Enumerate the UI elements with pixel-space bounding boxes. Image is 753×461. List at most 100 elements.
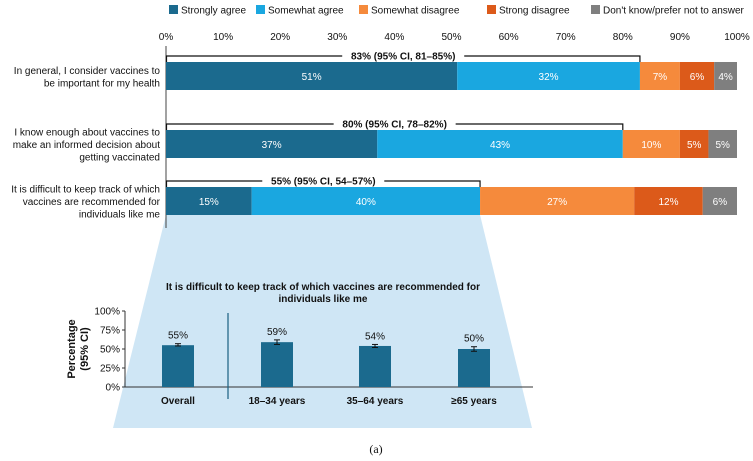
bar-segment [251,187,481,215]
inset-y-tick-label: 100% [94,307,120,318]
legend-label: Don't know/prefer not to answer [603,6,745,17]
inset-bar-value-label: 54% [365,331,385,342]
legend: Strongly agree Somewhat agree Somewhat dis… [169,5,745,17]
inset-bar-value-label: 50% [464,334,484,345]
bar-data-label: 15% [199,197,219,208]
inset-y-tick-label: 0% [106,383,121,394]
ci-bracket: 55% (95% CI, 54–57%) [165,173,481,188]
bracket-label: 80% (95% CI, 78–82%) [342,120,447,131]
legend-label: Somewhat agree [268,6,344,17]
bar-segment [166,130,378,158]
inset-bar [261,342,293,387]
category-label: be important for my health [44,79,160,90]
inset-y-axis-label: Percentage(95% CI) [66,319,91,378]
inset-y-tick-label: 25% [100,364,120,375]
legend-swatch [487,5,496,14]
inset-bar [458,349,490,387]
category-label: It is difficult to keep track of which [11,185,160,196]
legend-swatch [256,5,265,14]
x-tick-label: 30% [327,32,347,43]
inset-title: individuals like me [279,294,368,305]
inset-category-label: Overall [161,396,195,407]
bar-segment [622,130,680,158]
x-tick-label: 100% [724,32,750,43]
category-label: In general, I consider vaccines to [14,66,161,77]
bar-segment [708,130,737,158]
bar-segment [639,62,680,90]
bracket-label-bg [333,116,456,130]
inset-bar-value-label: 55% [168,331,188,342]
ci-bracket: 83% (95% CI, 81–85%) [165,48,641,63]
inset-bar-group: 59% 18–34 years [249,327,306,407]
category-label: getting vaccinated [79,153,160,164]
inset-bar [162,345,194,387]
x-axis: 0% 10% 20% 30% 40% 50% 60% 70% 80% 90% 100% [159,32,750,43]
x-tick-label: 50% [441,32,461,43]
bar-data-label: 32% [539,72,559,83]
legend-swatch [169,5,178,14]
x-tick-label: 70% [556,32,576,43]
inset-category-label: 18–34 years [249,396,306,407]
bracket-label-bg [342,48,465,62]
bar-data-label: 10% [641,140,661,151]
category-label: I know enough about vaccines to [14,128,160,139]
inset-bar-group: 54% 35–64 years [347,331,404,407]
x-tick-label: 60% [499,32,519,43]
bar-data-label: 43% [490,140,510,151]
category-label: vaccines are recommended for [23,197,161,208]
x-tick-label: 40% [384,32,404,43]
bracket-label-bg [262,173,385,187]
inset-y-tick-label: 50% [100,345,120,356]
bar-data-label: 5% [715,140,730,151]
legend-label: Strong disagree [499,6,570,17]
bar-data-label: 6% [713,197,728,208]
legend-swatch [591,5,600,14]
category-label: make an informed decision about [13,140,161,151]
bar-data-label: 37% [262,140,282,151]
bar-segment [166,187,252,215]
inset-bar-value-label: 59% [267,327,287,338]
bar-segment [480,187,635,215]
bracket-label: 55% (95% CI, 54–57%) [271,177,376,188]
bar-data-label: 4% [718,72,733,83]
legend-swatch [359,5,368,14]
bar-segment [679,62,715,90]
bracket-label: 83% (95% CI, 81–85%) [351,52,456,63]
inset-y-axis-label-line: (95% CI) [79,327,91,371]
bar-data-label: 40% [356,197,376,208]
x-tick-label: 10% [213,32,233,43]
bar-segment [714,62,737,90]
bar-data-label: 12% [658,197,678,208]
x-tick-label: 90% [670,32,690,43]
bar-data-label: 7% [653,72,668,83]
inset-category-label: 35–64 years [347,396,404,407]
legend-label: Somewhat disagree [371,6,460,17]
bar-data-label: 5% [687,140,702,151]
bar-row: 37% 43% 10% 5% 5% I know enough about vaccine… [13,128,737,164]
zoom-highlight [113,215,532,428]
bar-data-label: 51% [302,72,322,83]
bar-segment [679,130,709,158]
x-tick-label: 0% [159,32,174,43]
x-tick-label: 20% [270,32,290,43]
ci-bracket: 80% (95% CI, 78–82%) [165,116,624,131]
panel-label: (a) [369,442,382,456]
x-tick-label: 80% [613,32,633,43]
bar-segment [702,187,737,215]
inset-y-axis-label-line: Percentage [66,319,78,378]
inset-title: It is difficult to keep track of which v… [166,282,480,293]
legend-label: Strongly agree [181,6,246,17]
inset-bar-group: 55% Overall [161,331,195,407]
inset-y-tick-label: 75% [100,326,120,337]
inset-category-label: ≥65 years [451,396,497,407]
bar-segment [457,62,640,90]
bar-data-label: 6% [690,72,705,83]
bar-segment [166,62,458,90]
bar-row: 51% 32% 7% 6% 4% In general, I consider vacci… [14,62,737,90]
bar-data-label: 27% [547,197,567,208]
category-label: individuals like me [79,210,161,221]
bar-row: 15% 40% 27% 12% 6% It is difficult to keep tr… [11,185,737,221]
inset-bar-group: 50% ≥65 years [451,334,497,407]
bar-segment [634,187,703,215]
